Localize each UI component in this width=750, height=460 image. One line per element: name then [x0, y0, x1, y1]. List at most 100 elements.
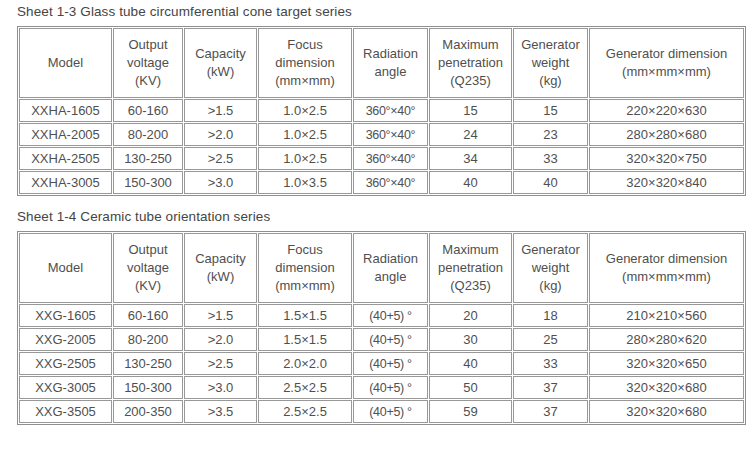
sheet-title: Sheet 1-4 Ceramic tube orientation serie… — [17, 209, 735, 224]
table-cell: 15 — [513, 99, 588, 122]
table-row: XXHA-2505130-250>2.51.0×2.5360°×40°34333… — [19, 147, 744, 170]
table-cell: 40 — [429, 352, 512, 375]
column-header: Model — [19, 233, 112, 303]
column-header: Capacity (kW) — [184, 233, 257, 303]
table-cell: XXG-3005 — [19, 376, 112, 399]
table-cell: XXG-2005 — [19, 328, 112, 351]
column-header: Maximum penetration (Q235) — [429, 233, 512, 303]
table-cell: 80-200 — [113, 123, 183, 146]
table-cell: 60-160 — [113, 304, 183, 327]
table-cell: 320×320×680 — [589, 376, 744, 399]
table-cell: 37 — [513, 400, 588, 423]
table-cell: XXG-3505 — [19, 400, 112, 423]
table-cell: 280×280×620 — [589, 328, 744, 351]
column-header: Generator dimension (mm×mm×mm) — [589, 28, 744, 98]
table-cell: 23 — [513, 123, 588, 146]
table-cell: 280×280×680 — [589, 123, 744, 146]
table-cell: 15 — [429, 99, 512, 122]
table-cell: 1.0×2.5 — [258, 147, 352, 170]
table-row: XXG-160560-160>1.51.5×1.5(40+5) °2018210… — [19, 304, 744, 327]
table-row: XXG-3005150-300>3.02.5×2.5(40+5) °503732… — [19, 376, 744, 399]
table-cell: 1.0×3.5 — [258, 171, 352, 194]
sheet-title: Sheet 1-3 Glass tube circumferential con… — [17, 4, 735, 19]
table-cell: XXHA-3005 — [19, 171, 112, 194]
table-cell: 2.0×2.0 — [258, 352, 352, 375]
table-cell: >2.0 — [184, 328, 257, 351]
table-cell: 2.5×2.5 — [258, 400, 352, 423]
column-header: Generator weight (kg) — [513, 28, 588, 98]
table-cell: 320×320×840 — [589, 171, 744, 194]
table-cell: 20 — [429, 304, 512, 327]
table-cell: 40 — [429, 171, 512, 194]
table-cell: (40+5) ° — [353, 304, 428, 327]
table-cell: 360°×40° — [353, 99, 428, 122]
table-cell: XXHA-1605 — [19, 99, 112, 122]
table-cell: >2.5 — [184, 352, 257, 375]
column-header: Focus dimension (mm×mm) — [258, 233, 352, 303]
table-cell: XXG-2505 — [19, 352, 112, 375]
column-header: Focus dimension (mm×mm) — [258, 28, 352, 98]
table-cell: >1.5 — [184, 304, 257, 327]
table-cell: >2.5 — [184, 147, 257, 170]
table-cell: 320×320×650 — [589, 352, 744, 375]
table-cell: 33 — [513, 147, 588, 170]
table-cell: (40+5) ° — [353, 352, 428, 375]
table-cell: (40+5) ° — [353, 400, 428, 423]
table-cell: 1.5×1.5 — [258, 328, 352, 351]
table-cell: 25 — [513, 328, 588, 351]
table-row: XXHA-160560-160>1.51.0×2.5360°×40°151522… — [19, 99, 744, 122]
table-cell: 24 — [429, 123, 512, 146]
table-cell: 200-350 — [113, 400, 183, 423]
table-cell: 40 — [513, 171, 588, 194]
spec-table-1-4: ModelOutput voltage (KV)Capacity (kW)Foc… — [17, 231, 746, 425]
table-cell: 50 — [429, 376, 512, 399]
table-cell: 220×220×630 — [589, 99, 744, 122]
table-cell: 360°×40° — [353, 171, 428, 194]
table-cell: (40+5) ° — [353, 376, 428, 399]
table-cell: 320×320×750 — [589, 147, 744, 170]
spec-table-1-3: ModelOutput voltage (KV)Capacity (kW)Foc… — [17, 26, 746, 196]
table-cell: 130-250 — [113, 147, 183, 170]
table-cell: 18 — [513, 304, 588, 327]
sheet-1-3-section: Sheet 1-3 Glass tube circumferential con… — [17, 4, 735, 196]
header-row: ModelOutput voltage (KV)Capacity (kW)Foc… — [19, 28, 744, 98]
column-header: Output voltage (KV) — [113, 233, 183, 303]
column-header: Generator dimension (mm×mm×mm) — [589, 233, 744, 303]
table-cell: 360°×40° — [353, 147, 428, 170]
header-row: ModelOutput voltage (KV)Capacity (kW)Foc… — [19, 233, 744, 303]
table-cell: 210×210×560 — [589, 304, 744, 327]
table-cell: 2.5×2.5 — [258, 376, 352, 399]
table-cell: 60-160 — [113, 99, 183, 122]
table-cell: 150-300 — [113, 171, 183, 194]
table-cell: >2.0 — [184, 123, 257, 146]
column-header: Generator weight (kg) — [513, 233, 588, 303]
table-cell: XXHA-2505 — [19, 147, 112, 170]
page: Sheet 1-3 Glass tube circumferential con… — [0, 0, 750, 425]
column-header: Model — [19, 28, 112, 98]
table-cell: (40+5) ° — [353, 328, 428, 351]
table-row: XXHA-3005150-300>3.01.0×3.5360°×40°40403… — [19, 171, 744, 194]
table-cell: 360°×40° — [353, 123, 428, 146]
table-row: XXG-2505130-250>2.52.0×2.0(40+5) °403332… — [19, 352, 744, 375]
column-header: Maximum penetration (Q235) — [429, 28, 512, 98]
table-cell: 320×320×680 — [589, 400, 744, 423]
table-cell: 1.5×1.5 — [258, 304, 352, 327]
table-cell: >3.0 — [184, 171, 257, 194]
table-cell: 59 — [429, 400, 512, 423]
table-cell: 34 — [429, 147, 512, 170]
table-cell: 80-200 — [113, 328, 183, 351]
sheet-1-4-section: Sheet 1-4 Ceramic tube orientation serie… — [17, 209, 735, 425]
column-header: Capacity (kW) — [184, 28, 257, 98]
table-cell: 150-300 — [113, 376, 183, 399]
table-cell: XXHA-2005 — [19, 123, 112, 146]
table-cell: 33 — [513, 352, 588, 375]
table-cell: 1.0×2.5 — [258, 123, 352, 146]
table-row: XXG-200580-200>2.01.5×1.5(40+5) °3025280… — [19, 328, 744, 351]
column-header: Radiation angle — [353, 233, 428, 303]
column-header: Output voltage (KV) — [113, 28, 183, 98]
table-cell: >1.5 — [184, 99, 257, 122]
table-cell: 1.0×2.5 — [258, 99, 352, 122]
table-cell: XXG-1605 — [19, 304, 112, 327]
table-cell: 30 — [429, 328, 512, 351]
table-cell: 130-250 — [113, 352, 183, 375]
